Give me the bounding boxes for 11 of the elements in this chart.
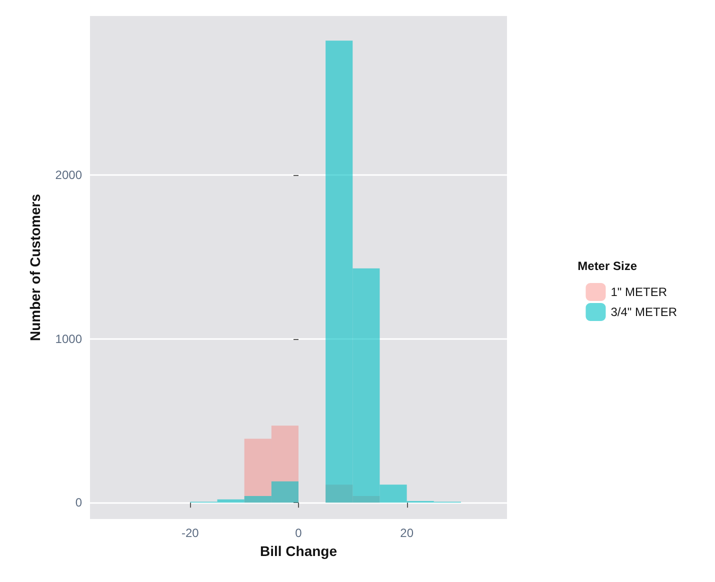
legend-label: 3/4" METER	[610, 305, 678, 319]
legend-title: Meter Size	[578, 259, 638, 273]
x-tick-label: -20	[182, 526, 200, 540]
y-tick-label: 1000	[55, 332, 82, 346]
y-tick-label: 2000	[55, 168, 82, 182]
y-tick-label: 0	[75, 496, 82, 510]
x-axis-title: Bill Change	[260, 542, 338, 559]
x-tick-label: 20	[400, 526, 414, 540]
y-axis-title: Number of Customers	[27, 194, 43, 342]
legend-label: 1" METER	[610, 285, 668, 299]
x-tick-label: 0	[295, 526, 302, 540]
